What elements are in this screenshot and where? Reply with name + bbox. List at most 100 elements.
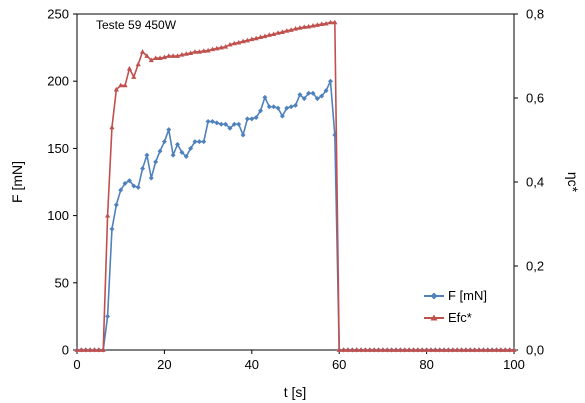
x-tick-label: 40 bbox=[245, 357, 259, 372]
data-point-0 bbox=[192, 139, 198, 145]
data-point-0 bbox=[157, 148, 163, 154]
data-point-1 bbox=[179, 52, 185, 57]
data-point-1 bbox=[349, 347, 355, 352]
data-point-1 bbox=[384, 347, 390, 352]
data-point-1 bbox=[472, 347, 478, 352]
data-point-1 bbox=[445, 347, 452, 352]
data-point-1 bbox=[432, 347, 438, 352]
data-point-1 bbox=[410, 347, 417, 352]
data-point-1 bbox=[87, 347, 93, 352]
data-point-1 bbox=[266, 32, 272, 37]
data-point-0 bbox=[288, 104, 294, 110]
data-point-1 bbox=[489, 347, 495, 352]
data-point-0 bbox=[310, 90, 316, 96]
data-point-1 bbox=[153, 55, 159, 60]
legend-label-efc: Efc* bbox=[448, 310, 472, 325]
data-point-1 bbox=[288, 27, 294, 32]
data-point-0 bbox=[253, 114, 259, 120]
data-point-1 bbox=[205, 47, 211, 53]
data-point-1 bbox=[393, 347, 399, 352]
data-point-1 bbox=[144, 53, 150, 58]
data-point-1 bbox=[314, 22, 320, 27]
data-point-1 bbox=[183, 51, 189, 56]
data-point-1 bbox=[402, 347, 408, 352]
y-tick-label: 50 bbox=[55, 275, 69, 290]
data-point-1 bbox=[135, 61, 141, 67]
data-point-0 bbox=[122, 180, 128, 186]
data-point-1 bbox=[196, 49, 202, 54]
data-point-1 bbox=[375, 347, 382, 352]
data-point-1 bbox=[336, 347, 342, 352]
data-point-0 bbox=[175, 141, 181, 147]
data-point-1 bbox=[485, 347, 491, 352]
y2-tick-label: 0,0 bbox=[526, 343, 544, 358]
data-point-1 bbox=[91, 347, 98, 352]
data-point-0 bbox=[275, 105, 281, 111]
data-point-0 bbox=[301, 96, 307, 102]
data-point-1 bbox=[74, 347, 80, 352]
y-tick-label: 0 bbox=[62, 343, 69, 358]
data-point-1 bbox=[463, 347, 469, 352]
x-tick-label: 0 bbox=[73, 357, 80, 372]
data-point-1 bbox=[306, 23, 312, 29]
data-point-1 bbox=[249, 36, 255, 42]
data-point-1 bbox=[292, 26, 299, 31]
data-point-0 bbox=[196, 139, 202, 145]
data-point-1 bbox=[279, 29, 285, 34]
data-point-0 bbox=[218, 121, 224, 127]
data-point-1 bbox=[231, 40, 237, 46]
data-point-1 bbox=[131, 74, 137, 79]
data-point-1 bbox=[170, 53, 176, 58]
data-point-1 bbox=[493, 347, 500, 352]
data-point-1 bbox=[371, 347, 377, 352]
data-point-0 bbox=[223, 121, 229, 127]
data-point-1 bbox=[415, 347, 421, 352]
data-point-1 bbox=[454, 347, 460, 352]
data-point-1 bbox=[222, 44, 229, 49]
data-point-1 bbox=[139, 49, 146, 54]
data-point-1 bbox=[332, 19, 338, 25]
x-tick-label: 20 bbox=[157, 357, 171, 372]
data-point-0 bbox=[183, 153, 189, 159]
data-point-1 bbox=[297, 25, 303, 30]
data-point-0 bbox=[201, 139, 207, 145]
data-point-0 bbox=[323, 88, 329, 94]
data-point-1 bbox=[389, 347, 395, 352]
data-point-1 bbox=[161, 54, 167, 60]
data-point-1 bbox=[507, 347, 513, 352]
y2-tick-label: 0,4 bbox=[526, 175, 544, 190]
data-point-1 bbox=[240, 38, 246, 44]
data-point-1 bbox=[271, 31, 277, 37]
data-point-1 bbox=[192, 49, 198, 54]
data-point-1 bbox=[126, 65, 133, 71]
y-axis-label: F [mN] bbox=[9, 161, 25, 203]
legend: F [mN] Efc* bbox=[424, 288, 487, 325]
y2-tick-label: 0,8 bbox=[526, 7, 544, 22]
data-point-0 bbox=[262, 94, 268, 100]
ticks-layer: 0 20 40 60 80 100 0 50 100 150 200 250 0,0 0,2 0,4 0,6 0… bbox=[47, 7, 544, 373]
data-point-1 bbox=[428, 347, 434, 352]
data-point-0 bbox=[244, 116, 250, 122]
data-point-1 bbox=[319, 21, 325, 26]
y-tick-label: 200 bbox=[47, 74, 69, 89]
data-point-1 bbox=[441, 347, 447, 352]
data-point-1 bbox=[100, 347, 106, 352]
data-point-1 bbox=[104, 212, 111, 218]
data-point-0 bbox=[227, 125, 233, 131]
series-layer bbox=[74, 19, 517, 353]
data-point-0 bbox=[170, 152, 176, 158]
data-point-1 bbox=[275, 30, 281, 35]
data-point-1 bbox=[122, 82, 128, 88]
data-point-1 bbox=[227, 41, 233, 47]
data-point-0 bbox=[258, 108, 264, 114]
data-point-1 bbox=[476, 347, 482, 352]
data-point-0 bbox=[284, 105, 290, 111]
legend-label-f: F [mN] bbox=[448, 288, 487, 303]
data-point-0 bbox=[140, 166, 146, 172]
x-tick-label: 60 bbox=[332, 357, 346, 372]
y2-tick-label: 0,6 bbox=[526, 91, 544, 106]
data-point-1 bbox=[419, 347, 425, 352]
data-point-1 bbox=[424, 347, 430, 352]
data-point-0 bbox=[271, 104, 277, 110]
data-point-1 bbox=[236, 39, 242, 45]
